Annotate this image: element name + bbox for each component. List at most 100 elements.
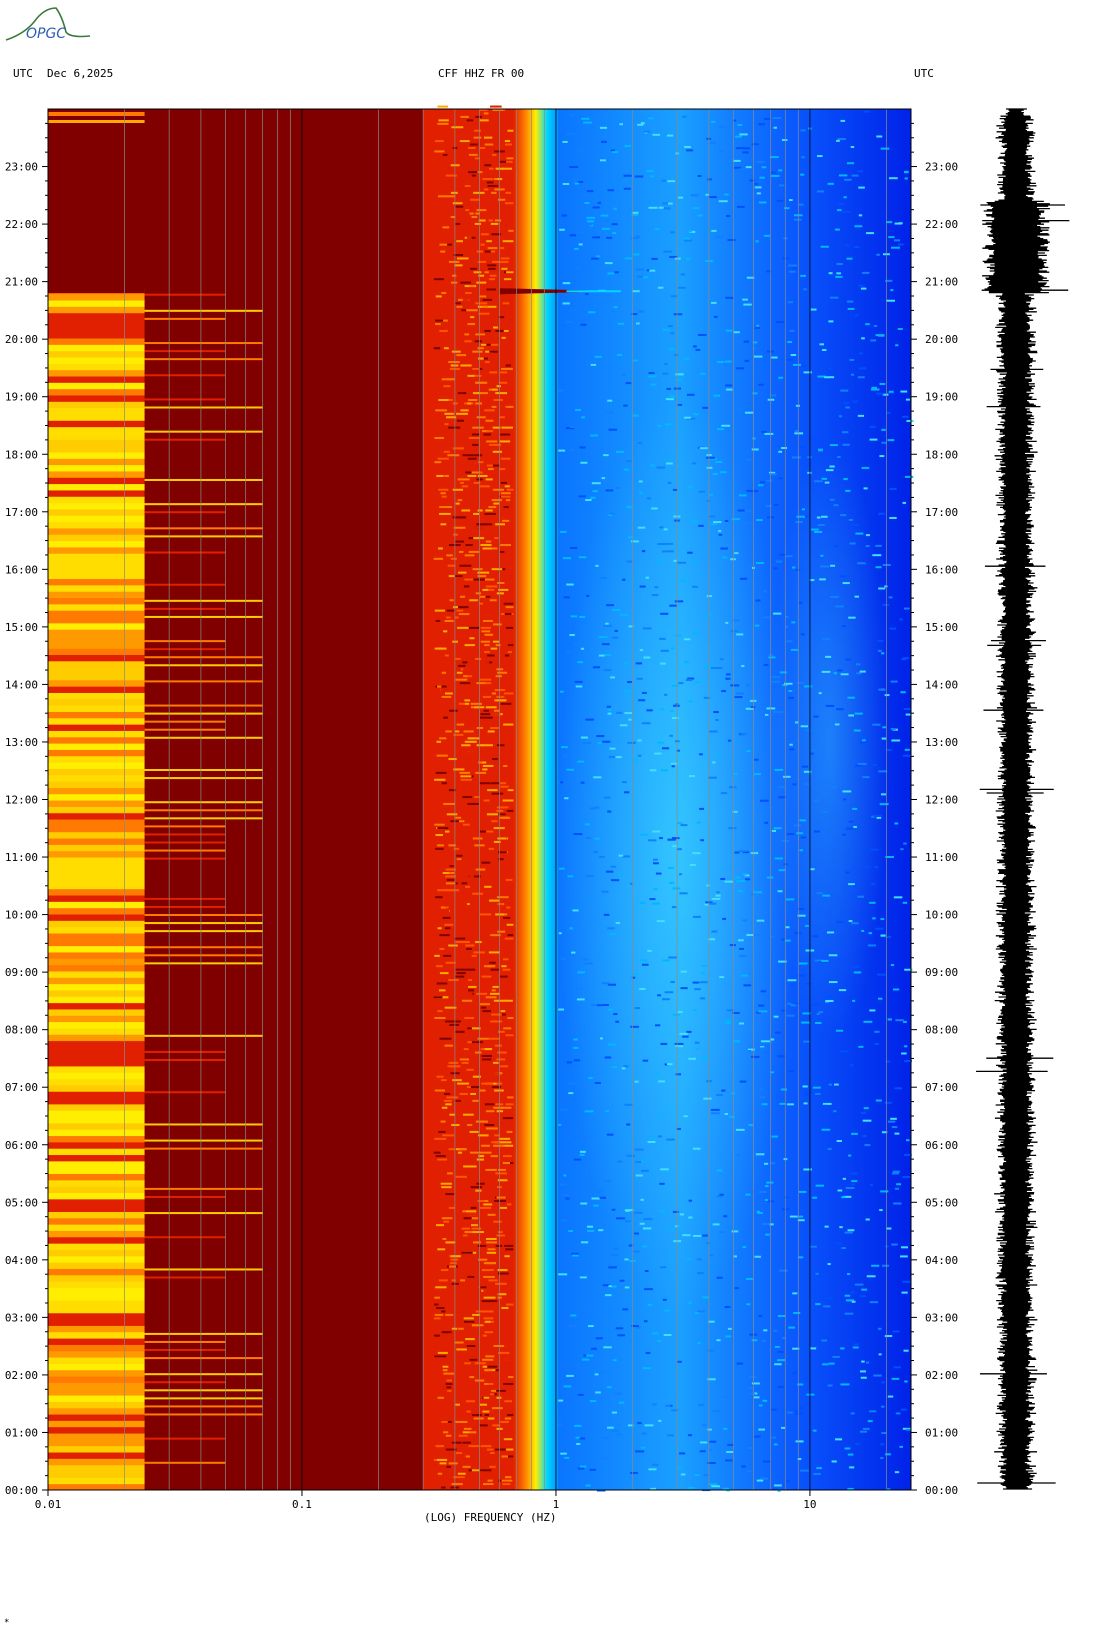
stripe-low-band [48, 1097, 145, 1105]
speckle [733, 331, 740, 334]
noise-microseism [479, 1089, 486, 1092]
noise-microseism [480, 626, 491, 629]
y-tick-label-right: 15:00 [925, 621, 958, 634]
noise-microseism [445, 868, 457, 871]
speckle [558, 1008, 565, 1011]
noise-microseism [448, 361, 460, 364]
speckle [574, 1424, 582, 1427]
noise-microseism [499, 440, 511, 443]
noise-microseism [463, 1320, 475, 1323]
speckle [900, 1255, 908, 1258]
speckle [685, 679, 693, 682]
noise-microseism [494, 1417, 504, 1420]
noise-microseism [437, 457, 449, 460]
noise-microseism [455, 1175, 467, 1178]
speckle [659, 526, 664, 529]
speckle [659, 1266, 667, 1269]
y-tick-label-left: 15:00 [5, 621, 38, 634]
noise-microseism [490, 1393, 495, 1396]
stripe-mid-band [144, 1268, 263, 1271]
noise-microseism [487, 184, 498, 187]
speckle [885, 221, 893, 224]
speckle [785, 926, 790, 929]
noise-microseism [479, 146, 486, 149]
speckle [747, 1049, 751, 1052]
noise-microseism [481, 1265, 492, 1268]
speckle [575, 408, 581, 411]
noise-microseism [485, 419, 494, 422]
speckle [581, 416, 586, 419]
noise-microseism [485, 350, 493, 353]
noise-microseism [494, 1452, 502, 1455]
noise-microseism [504, 222, 513, 225]
noise-microseism [491, 191, 497, 194]
stripe-low-band [48, 1439, 145, 1447]
noise-microseism [462, 1431, 470, 1434]
y-tick-label-right: 13:00 [925, 736, 958, 749]
speckle [886, 1227, 892, 1230]
y-tick-label-right: 19:00 [925, 391, 958, 404]
speckle [615, 450, 625, 453]
speckle [769, 473, 777, 476]
speckle [874, 866, 879, 869]
stripe-low-band [48, 1319, 145, 1326]
stripe-low-band [48, 413, 145, 421]
stripe-low-band [48, 781, 145, 788]
noise-microseism [488, 167, 494, 170]
noise-microseism [435, 847, 444, 850]
speckle [602, 1224, 607, 1227]
noise-microseism [482, 619, 493, 622]
noise-microseism [473, 1241, 481, 1244]
speckle [880, 918, 885, 921]
noise-microseism [486, 982, 498, 985]
speckle [728, 827, 737, 830]
speckle [763, 590, 768, 593]
noise-microseism [499, 247, 505, 250]
speckle [657, 1113, 662, 1116]
noise-microseism [493, 464, 500, 467]
speckle [772, 1488, 778, 1491]
speckle [889, 516, 897, 519]
speckle [740, 577, 748, 580]
speckle [651, 1332, 659, 1335]
noise-microseism [439, 243, 450, 246]
noise-microseism [468, 809, 478, 812]
speckle [611, 636, 619, 639]
speckle [715, 1094, 724, 1097]
noise-microseism [484, 633, 493, 636]
noise-microseism [443, 802, 455, 805]
noise-microseism [469, 585, 475, 588]
speckle [637, 754, 642, 757]
noise-microseism [466, 1410, 471, 1413]
speckle [593, 1190, 603, 1193]
speckle [670, 295, 678, 298]
noise-microseism [437, 647, 443, 650]
noise-microseism [496, 385, 502, 388]
noise-microseism [439, 1462, 447, 1465]
y-tick-label-left: 05:00 [5, 1196, 38, 1209]
noise-microseism [457, 1082, 469, 1085]
noise-microseism [486, 464, 493, 467]
speckle [610, 676, 615, 679]
noise-microseism [500, 298, 511, 301]
noise-microseism [493, 1220, 502, 1223]
speckle [869, 1410, 877, 1413]
speckle [692, 207, 700, 210]
speckle [661, 747, 670, 750]
speckle [862, 1427, 870, 1430]
speckle [633, 1211, 643, 1214]
noise-microseism [471, 954, 477, 957]
speckle [700, 839, 705, 842]
noise-microseism [451, 126, 464, 129]
speckle [903, 707, 911, 710]
noise-microseism [434, 1017, 446, 1020]
speckle [825, 704, 835, 707]
noise-microseism [459, 1286, 468, 1289]
speckle [640, 1446, 646, 1449]
noise-microseism [439, 136, 449, 139]
speckle [881, 1381, 886, 1384]
y-tick-label-left: 10:00 [5, 909, 38, 922]
speckle [701, 1056, 709, 1059]
speckle [724, 1113, 729, 1116]
noise-microseism [448, 1148, 455, 1151]
